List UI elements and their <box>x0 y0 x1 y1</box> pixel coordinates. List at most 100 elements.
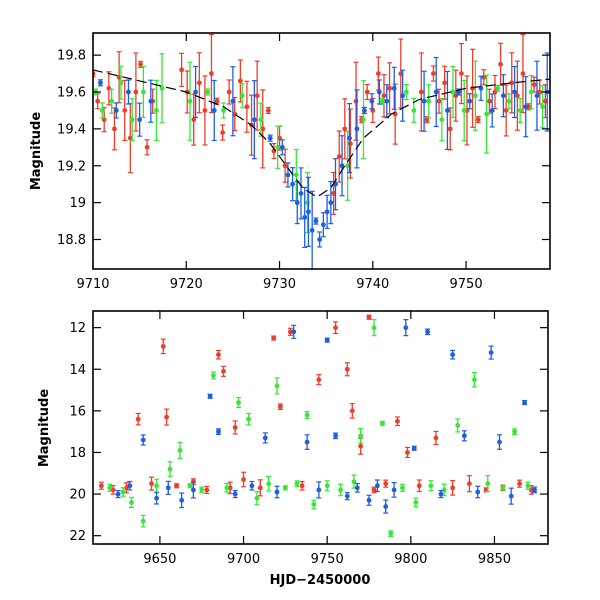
red-point <box>179 52 185 87</box>
blue-point <box>215 428 221 436</box>
blue-marker <box>294 200 300 206</box>
blue-marker <box>302 214 308 220</box>
red-point <box>458 42 464 105</box>
green-point <box>275 125 281 169</box>
blue-point <box>298 167 304 220</box>
red-point <box>447 107 453 151</box>
red-marker <box>196 80 202 86</box>
blue-marker <box>438 491 444 497</box>
red-marker <box>424 117 430 123</box>
green-marker <box>471 377 477 383</box>
green-marker <box>254 495 260 501</box>
blue-marker <box>523 104 529 110</box>
blue-marker <box>148 98 154 104</box>
y-tick-label: 19 <box>69 196 86 211</box>
blue-point <box>376 79 382 105</box>
green-point <box>293 148 299 202</box>
red-point <box>138 60 144 68</box>
red-marker <box>486 98 492 104</box>
green-marker <box>472 93 478 99</box>
red-marker <box>221 368 226 374</box>
green-marker <box>246 416 251 422</box>
x-tick-label: 9750 <box>450 277 483 292</box>
green-marker <box>167 466 173 472</box>
red-point <box>254 60 260 131</box>
blue-marker <box>137 117 143 123</box>
blue-point <box>294 181 300 225</box>
green-point <box>199 486 205 494</box>
red-point <box>509 52 515 114</box>
red-marker <box>232 425 238 430</box>
blue-point <box>324 337 330 343</box>
green-marker <box>495 85 501 91</box>
blue-point <box>127 480 133 491</box>
blue-point <box>512 65 518 119</box>
green-marker <box>129 499 134 505</box>
blue-marker <box>127 483 133 489</box>
green-marker <box>109 98 115 104</box>
green-point <box>351 474 357 489</box>
red-point <box>265 106 271 115</box>
blue-marker <box>304 439 310 445</box>
red-point <box>196 52 202 114</box>
red-point <box>135 412 141 426</box>
blue-marker <box>290 181 295 187</box>
red-marker <box>227 485 233 491</box>
green-marker <box>413 499 419 505</box>
blue-marker <box>230 98 236 104</box>
blue-marker <box>179 497 185 503</box>
y-tick-label: 19.8 <box>57 49 86 64</box>
green-point <box>221 102 227 119</box>
green-point <box>266 475 272 492</box>
red-point <box>466 475 472 493</box>
green-point <box>224 482 230 493</box>
green-point <box>140 514 146 528</box>
blue-point <box>496 434 502 450</box>
red-marker <box>542 98 548 104</box>
red-point <box>208 33 214 114</box>
blue-point <box>267 134 273 142</box>
x-tick-label: 9750 <box>311 552 344 567</box>
y-tick-label: 20 <box>69 488 86 503</box>
green-point <box>246 412 252 426</box>
green-marker <box>439 117 445 123</box>
green-marker <box>224 485 230 491</box>
red-marker <box>383 481 389 487</box>
blue-point <box>433 56 439 128</box>
top-panel: 9710 9720 9730 9740 9750 18.8 19 19.2 19.4 19.6 19… <box>29 32 551 292</box>
green-marker <box>266 481 272 487</box>
green-marker <box>484 111 489 117</box>
red-marker <box>127 135 133 141</box>
red-marker <box>517 481 522 487</box>
red-marker <box>395 418 400 424</box>
blue-point <box>230 66 236 137</box>
blue-point <box>279 139 285 156</box>
green-marker <box>371 325 377 331</box>
x-tick-label: 9800 <box>394 552 427 567</box>
green-point <box>500 485 506 491</box>
blue-point <box>478 75 484 101</box>
red-marker <box>265 108 271 113</box>
bottom-panel: 9650 9700 9750 9800 9850 12 14 16 18 20 22 Magnitu… <box>37 310 549 588</box>
red-point <box>257 479 263 497</box>
green-point <box>236 396 242 409</box>
green-point <box>360 80 366 160</box>
red-marker <box>271 335 277 341</box>
blue-marker <box>309 227 315 233</box>
blue-point <box>305 176 311 247</box>
red-marker <box>260 126 266 132</box>
blue-point <box>461 430 467 442</box>
green-marker <box>540 104 545 110</box>
blue-point <box>148 79 154 123</box>
red-marker <box>398 71 404 76</box>
green-point <box>525 481 531 490</box>
red-point <box>436 88 442 114</box>
blue-point <box>125 79 131 105</box>
blue-point <box>344 492 350 501</box>
red-marker <box>204 487 210 493</box>
red-point <box>149 476 155 491</box>
green-point <box>403 83 409 101</box>
top-y-axis-label: Magnitude <box>29 112 44 191</box>
green-marker <box>187 483 193 489</box>
red-marker <box>358 443 364 449</box>
